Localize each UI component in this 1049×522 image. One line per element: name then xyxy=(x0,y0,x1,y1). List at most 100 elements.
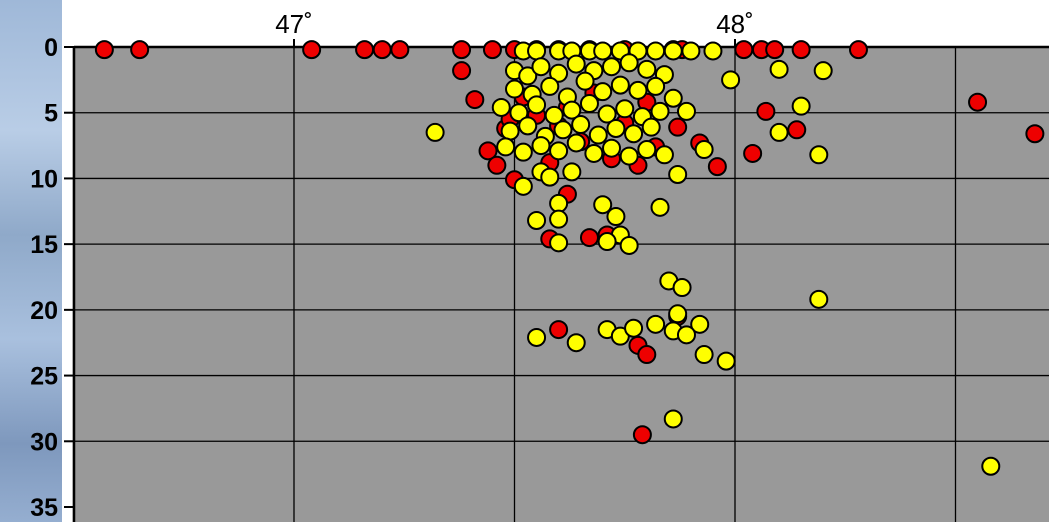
red-event-marker xyxy=(478,141,498,161)
yellow-event-marker xyxy=(809,145,829,165)
red-event-marker xyxy=(465,90,485,110)
red-event-marker xyxy=(452,40,472,60)
yellow-event-marker xyxy=(769,122,789,142)
yellow-event-marker xyxy=(549,141,569,161)
yellow-event-marker xyxy=(791,96,811,116)
yellow-event-marker xyxy=(610,75,630,95)
yellow-event-marker xyxy=(668,304,688,324)
yellow-event-marker xyxy=(615,99,635,119)
yellow-event-marker xyxy=(602,57,622,77)
yellow-event-marker xyxy=(518,116,538,136)
red-event-marker xyxy=(1025,124,1045,144)
yellow-event-marker xyxy=(549,233,569,253)
yellow-event-marker xyxy=(676,325,696,345)
yellow-event-marker xyxy=(676,101,696,121)
y-tick-label: 25 xyxy=(30,363,58,391)
yellow-event-marker xyxy=(703,41,723,61)
yellow-event-marker xyxy=(513,176,533,196)
yellow-event-marker xyxy=(544,105,564,125)
yellow-event-marker xyxy=(531,136,551,156)
yellow-event-marker xyxy=(619,235,639,255)
red-event-marker xyxy=(734,40,754,60)
red-event-marker xyxy=(787,120,807,140)
yellow-event-marker xyxy=(562,100,582,120)
yellow-event-marker xyxy=(425,122,445,142)
red-event-marker xyxy=(743,143,763,163)
x-axis-ticks: 47˚ 48˚ xyxy=(275,9,754,47)
yellow-event-marker xyxy=(769,59,789,79)
yellow-event-marker xyxy=(650,197,670,217)
yellow-event-marker xyxy=(650,101,670,121)
yellow-event-marker xyxy=(624,124,644,144)
yellow-event-marker xyxy=(597,104,617,124)
yellow-event-marker xyxy=(593,41,613,61)
yellow-event-marker xyxy=(809,289,829,309)
yellow-event-marker xyxy=(654,145,674,165)
red-event-marker xyxy=(130,40,150,60)
yellow-event-marker xyxy=(628,80,648,100)
yellow-event-marker xyxy=(549,193,569,213)
yellow-event-marker xyxy=(637,59,657,79)
red-event-marker xyxy=(355,40,375,60)
yellow-event-marker xyxy=(694,140,714,160)
yellow-event-marker xyxy=(624,318,644,338)
yellow-event-marker xyxy=(694,345,714,365)
yellow-event-marker xyxy=(619,146,639,166)
y-tick-label: 5 xyxy=(44,100,58,128)
yellow-event-marker xyxy=(540,76,560,96)
yellow-event-marker xyxy=(593,195,613,215)
yellow-event-marker xyxy=(553,120,573,140)
yellow-event-marker xyxy=(500,121,520,141)
red-event-marker xyxy=(668,117,688,137)
yellow-event-marker xyxy=(663,88,683,108)
red-event-marker xyxy=(390,40,410,60)
red-event-marker xyxy=(968,92,988,112)
yellow-event-marker xyxy=(813,61,833,81)
y-tick-label: 20 xyxy=(30,297,58,325)
yellow-event-marker xyxy=(505,79,524,99)
red-event-marker xyxy=(487,155,507,175)
yellow-event-marker xyxy=(668,164,688,184)
yellow-event-marker xyxy=(672,278,692,298)
yellow-event-marker xyxy=(619,53,639,73)
red-event-marker xyxy=(482,40,502,60)
yellow-event-marker xyxy=(527,41,547,61)
yellow-event-marker xyxy=(716,351,736,371)
yellow-event-marker xyxy=(646,41,666,61)
yellow-event-marker xyxy=(646,76,666,96)
yellow-event-marker xyxy=(597,232,617,252)
y-axis-ticks: 0 5 10 15 20 25 30 35 xyxy=(30,34,74,522)
yellow-event-marker xyxy=(981,456,1001,476)
yellow-event-marker xyxy=(584,143,604,163)
red-event-marker xyxy=(579,228,599,248)
red-event-marker xyxy=(94,40,114,60)
yellow-event-marker xyxy=(606,207,626,227)
yellow-event-marker xyxy=(606,118,626,138)
earthquake-markers xyxy=(94,40,1045,476)
yellow-event-marker xyxy=(527,327,547,347)
yellow-event-marker xyxy=(496,137,516,157)
yellow-event-marker xyxy=(518,66,538,86)
yellow-event-marker xyxy=(566,333,586,353)
yellow-event-marker xyxy=(588,125,608,145)
x-tick-label: 48˚ xyxy=(716,9,754,39)
yellow-event-marker xyxy=(527,210,547,230)
yellow-event-marker xyxy=(540,167,560,187)
red-event-marker xyxy=(707,157,727,177)
red-event-marker xyxy=(452,61,472,81)
y-tick-label: 0 xyxy=(44,34,58,62)
background-photo-strip xyxy=(0,0,62,522)
yellow-event-marker xyxy=(641,117,661,137)
red-event-marker xyxy=(848,40,868,60)
yellow-event-marker xyxy=(690,314,710,334)
red-event-marker xyxy=(637,345,657,365)
yellow-event-marker xyxy=(562,162,582,182)
red-event-marker xyxy=(765,40,785,60)
red-event-marker xyxy=(632,425,652,445)
yellow-event-marker xyxy=(531,57,551,77)
x-tick-label: 47˚ xyxy=(275,9,313,39)
yellow-event-marker xyxy=(513,142,533,162)
yellow-event-marker xyxy=(593,82,613,102)
y-tick-label: 35 xyxy=(30,494,58,522)
